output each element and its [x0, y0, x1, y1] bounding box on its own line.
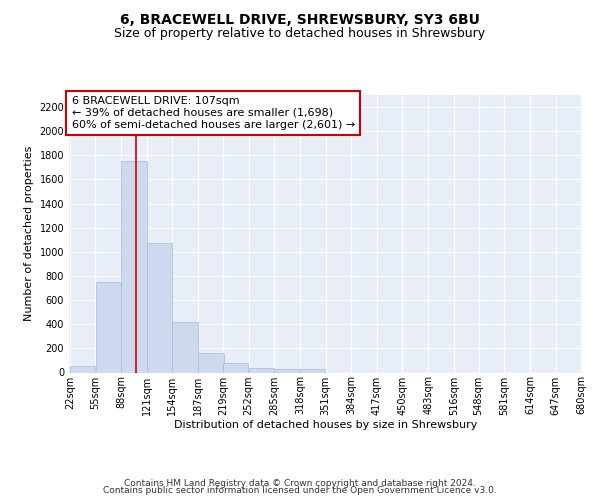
Bar	[95, 282, 121, 372]
X-axis label: Distribution of detached houses by size in Shrewsbury: Distribution of detached houses by size …	[174, 420, 477, 430]
Text: Size of property relative to detached houses in Shrewsbury: Size of property relative to detached ho…	[115, 28, 485, 40]
Bar	[172, 322, 198, 372]
Y-axis label: Number of detached properties: Number of detached properties	[24, 146, 34, 322]
Bar	[198, 353, 224, 372]
Text: 6, BRACEWELL DRIVE, SHREWSBURY, SY3 6BU: 6, BRACEWELL DRIVE, SHREWSBURY, SY3 6BU	[120, 12, 480, 26]
Bar	[274, 369, 300, 372]
Bar	[121, 162, 146, 372]
Bar	[248, 368, 274, 372]
Text: 6 BRACEWELL DRIVE: 107sqm
← 39% of detached houses are smaller (1,698)
60% of se: 6 BRACEWELL DRIVE: 107sqm ← 39% of detac…	[71, 96, 355, 130]
Text: Contains HM Land Registry data © Crown copyright and database right 2024.: Contains HM Land Registry data © Crown c…	[124, 478, 476, 488]
Bar	[147, 244, 172, 372]
Bar	[300, 370, 325, 372]
Text: Contains public sector information licensed under the Open Government Licence v3: Contains public sector information licen…	[103, 486, 497, 495]
Bar	[223, 363, 248, 372]
Bar	[70, 366, 95, 372]
